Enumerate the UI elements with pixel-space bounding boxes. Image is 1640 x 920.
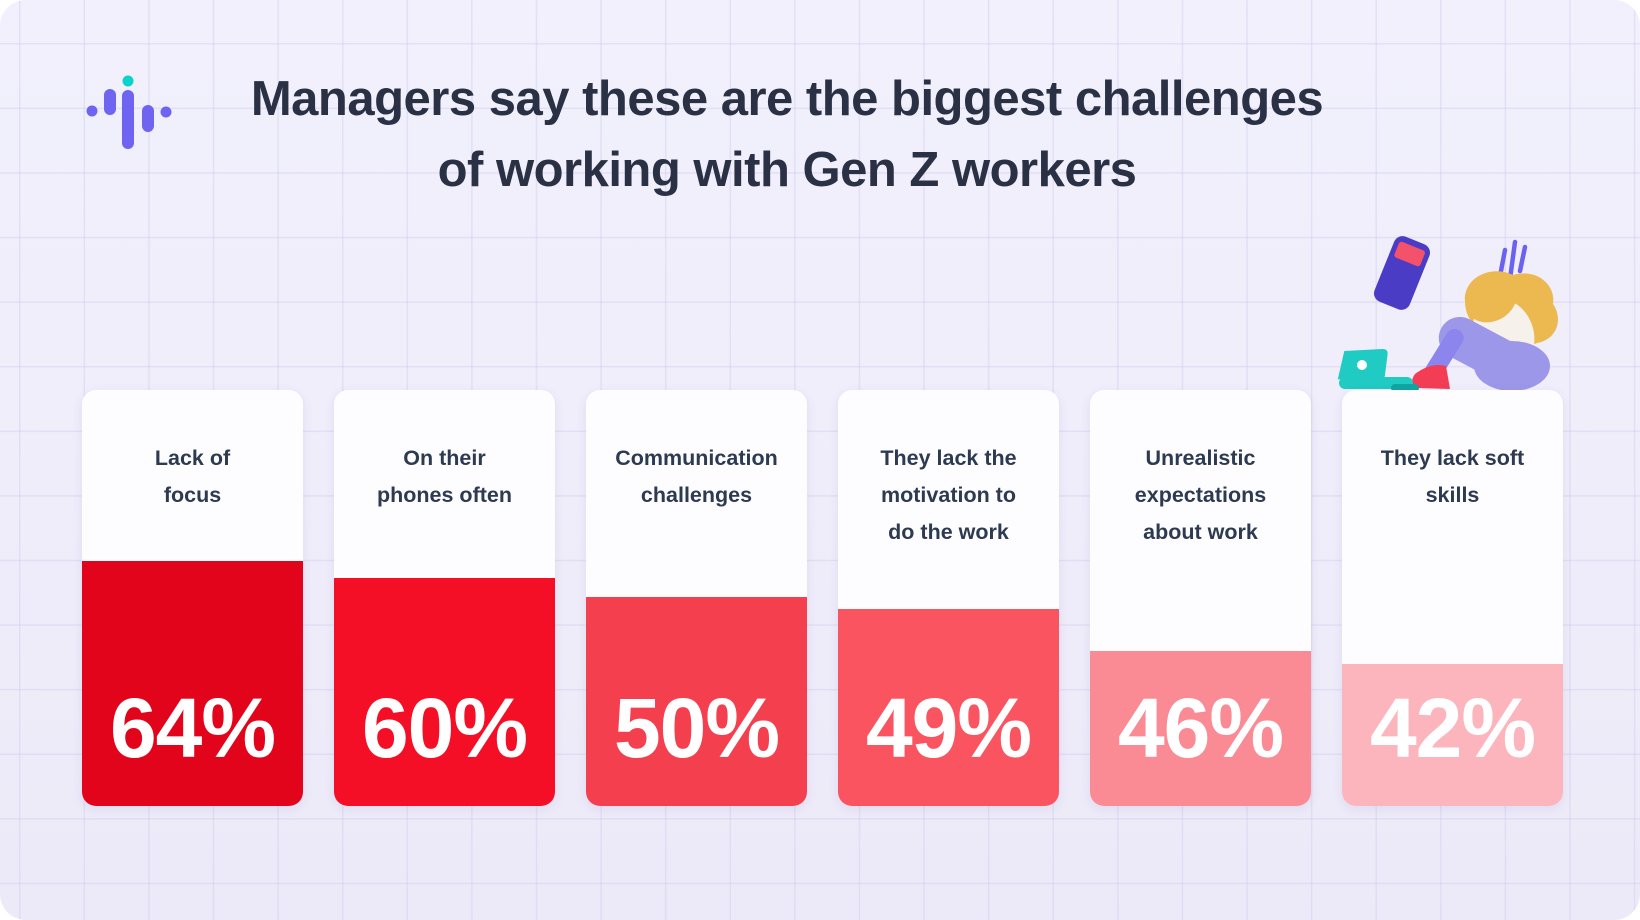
card-label: They lack the motivation to do the work [880, 446, 1017, 544]
card-label: Communication challenges [615, 446, 778, 507]
person-hair-front [1464, 272, 1517, 323]
challenge-card-soft-skills: They lack soft skills 42% [1342, 390, 1563, 806]
bar-fill [82, 560, 303, 806]
phone-icon [1373, 236, 1431, 310]
bar-fill [1342, 664, 1563, 806]
challenge-card-lack-of-focus: Lack of focus 64% [82, 390, 303, 806]
bar-fill [334, 578, 555, 806]
card-label: They lack soft skills [1380, 446, 1525, 507]
soundwave-logo-icon [86, 75, 172, 149]
bar-fill [586, 597, 807, 806]
card-value: 60% [361, 681, 528, 775]
challenge-card-motivation: They lack the motivation to do the work … [838, 390, 1059, 806]
person-shoe [1412, 365, 1450, 389]
card-value: 64% [109, 681, 276, 775]
card-value: 46% [1117, 681, 1284, 775]
person-hip [1474, 341, 1550, 391]
stressed-person-illustration [1337, 236, 1558, 392]
page-title-line1: Managers say these are the biggest chall… [250, 72, 1324, 126]
card-value: 50% [613, 681, 780, 775]
challenge-card-expectations: Unrealistic expectations about work 46% [1090, 390, 1311, 806]
bar-fill [1090, 650, 1311, 806]
bar-fill [838, 608, 1059, 806]
challenge-card-on-phones: On their phones often 60% [334, 390, 555, 806]
page-title: Managers say these are the biggest chall… [157, 64, 1417, 206]
page-title-line2: of working with Gen Z workers [437, 143, 1137, 197]
challenge-card-communication: Communication challenges 50% [586, 390, 807, 806]
card-label: Unrealistic expectations about work [1134, 446, 1267, 544]
card-value: 49% [865, 681, 1032, 775]
card-label: Lack of focus [154, 446, 231, 507]
stress-lines-icon [1498, 239, 1528, 282]
card-value: 42% [1369, 681, 1536, 775]
card-label: On their phones often [377, 446, 512, 507]
